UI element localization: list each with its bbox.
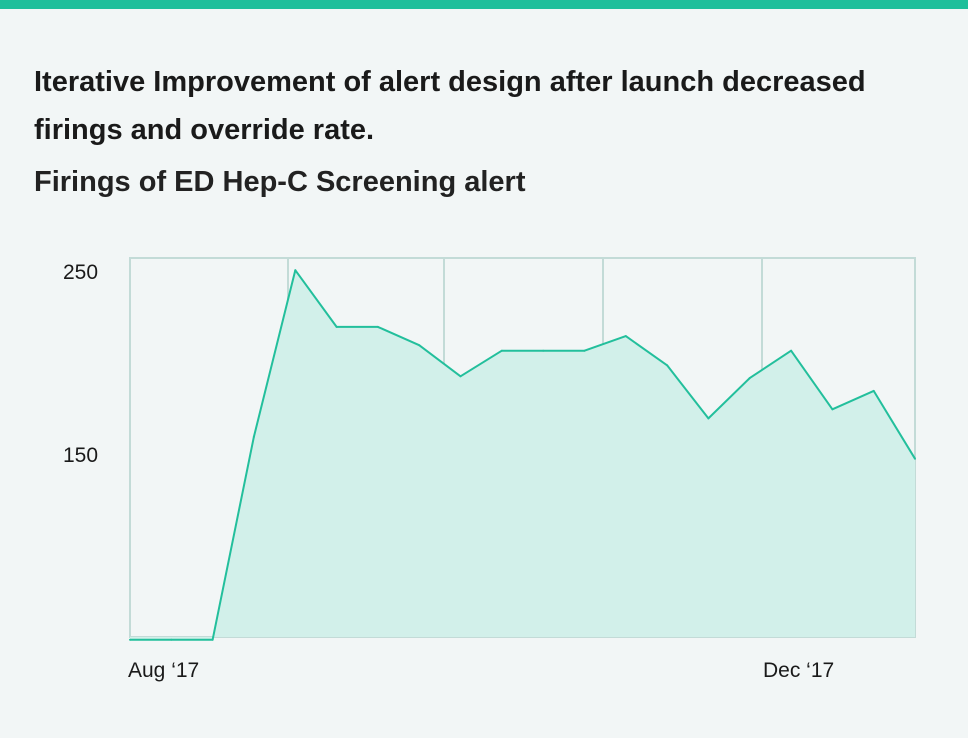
x-tick-label: Aug ‘17: [128, 659, 199, 682]
data-point: [418, 344, 421, 347]
data-points: [129, 269, 916, 641]
data-point: [542, 349, 545, 352]
chart-subtitle: Firings of ED Hep-C Screening alert: [34, 166, 526, 198]
data-point: [624, 335, 627, 338]
chart-headline: Iterative Improvement of alert design af…: [34, 66, 866, 146]
data-point: [790, 349, 793, 352]
series-area-fill: [130, 270, 915, 640]
data-point: [707, 417, 710, 420]
data-point: [129, 638, 131, 641]
data-point: [831, 408, 834, 411]
data-point: [459, 375, 462, 378]
data-point: [748, 377, 751, 380]
x-tick-label: Dec ‘17: [763, 659, 834, 682]
data-point: [872, 389, 875, 392]
accent-top-bar: [0, 0, 968, 9]
data-point: [294, 269, 297, 272]
series-line: [130, 269, 916, 641]
data-point: [914, 457, 916, 460]
data-point: [335, 325, 338, 328]
y-tick-label: 250: [63, 261, 98, 284]
data-point: [211, 638, 214, 641]
data-point: [252, 435, 255, 438]
data-point: [500, 349, 503, 352]
data-point: [170, 638, 173, 641]
data-point: [583, 349, 586, 352]
y-tick-label: 150: [63, 444, 98, 467]
data-point: [376, 325, 379, 328]
data-point: [666, 364, 669, 367]
